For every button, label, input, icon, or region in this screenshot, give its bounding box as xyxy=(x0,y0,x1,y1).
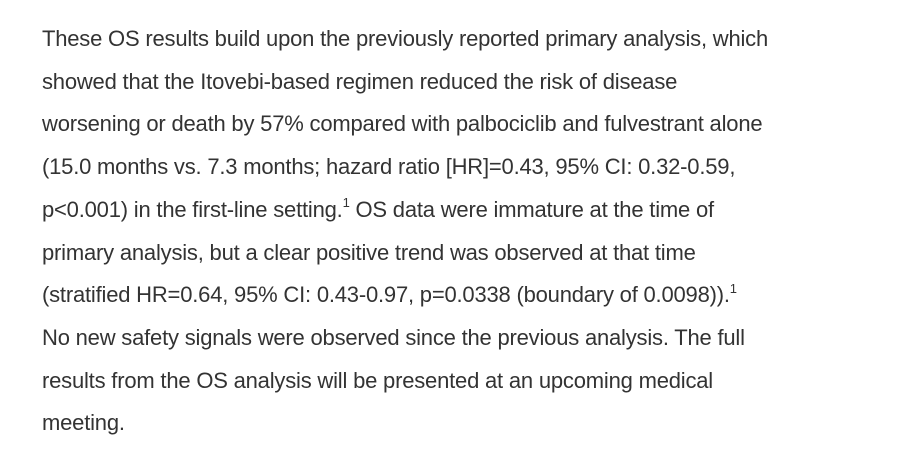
line-1-text: These OS results build upon the previous… xyxy=(42,26,769,51)
text-line-8: No new safety signals were observed sinc… xyxy=(42,317,892,360)
footnote-reference-2: 1 xyxy=(729,280,737,296)
text-line-5: p<0.001) in the first-line setting.1 OS … xyxy=(42,189,892,232)
text-line-6: primary analysis, but a clear positive t… xyxy=(42,232,892,275)
line-6-text: primary analysis, but a clear positive t… xyxy=(42,239,696,265)
text-line-7: (stratified HR=0.64, 95% CI: 0.43-0.97, … xyxy=(42,274,892,317)
text-line-2: showed that the Itovebi-based regimen re… xyxy=(42,61,892,104)
line-5-text-b: OS data were immature at the time of xyxy=(349,196,715,222)
line-10-text: meeting. xyxy=(42,410,125,436)
line-7-text: (stratified HR=0.64, 95% CI: 0.43-0.97, … xyxy=(42,282,730,308)
line-8-text: No new safety signals were observed sinc… xyxy=(42,324,745,350)
line-4-text: (15.0 months vs. 7.3 months; hazard rati… xyxy=(42,154,736,180)
text-line-1: These OS results build upon the previous… xyxy=(42,18,892,61)
line-2-text: showed that the Itovebi-based regimen re… xyxy=(42,68,678,94)
text-line-10: meeting. xyxy=(42,402,892,445)
footnote-reference-1: 1 xyxy=(342,195,350,211)
line-3-text: worsening or death by 57% compared with … xyxy=(42,111,763,137)
os-results-paragraph: These OS results build upon the previous… xyxy=(42,18,892,445)
line-5-text-a: p<0.001) in the first-line setting. xyxy=(42,196,343,222)
text-line-9: results from the OS analysis will be pre… xyxy=(42,360,892,403)
text-line-3: worsening or death by 57% compared with … xyxy=(42,103,892,146)
line-9-text: results from the OS analysis will be pre… xyxy=(42,367,713,393)
text-line-4: (15.0 months vs. 7.3 months; hazard rati… xyxy=(42,146,892,189)
